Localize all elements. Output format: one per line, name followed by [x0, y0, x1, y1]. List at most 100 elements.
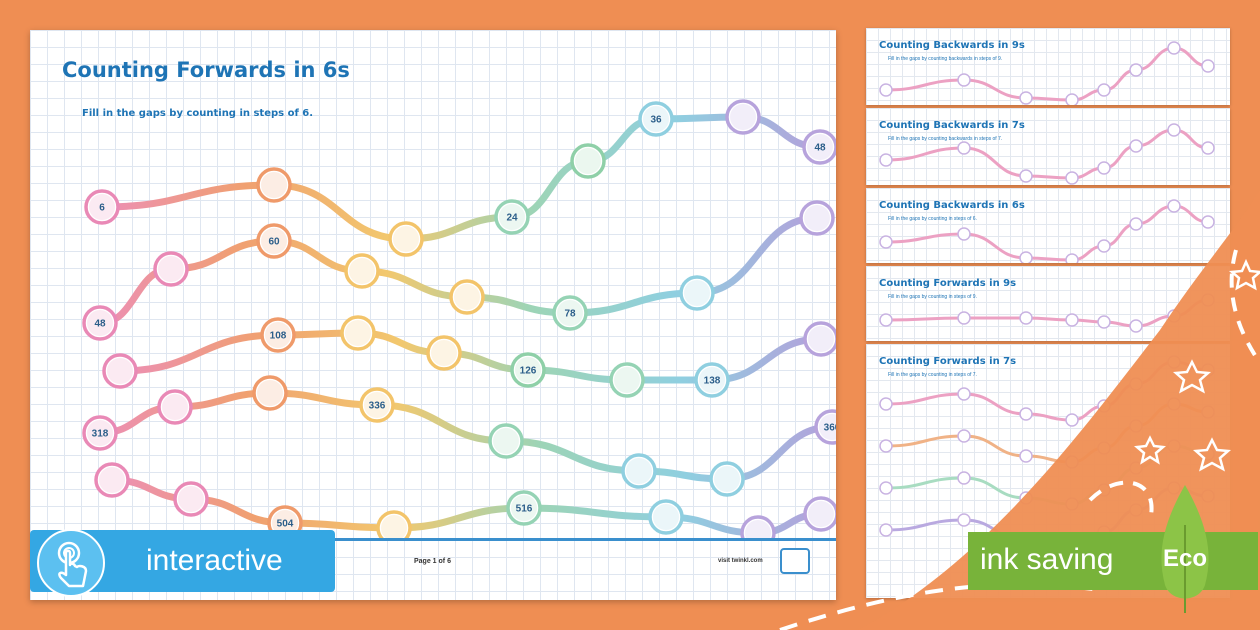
blank-number-node[interactable]	[376, 510, 412, 540]
thumbnail-node	[879, 313, 893, 327]
blank-number-node[interactable]	[426, 335, 462, 371]
thumbnail-node	[1019, 491, 1033, 505]
blank-number-node[interactable]	[803, 321, 836, 357]
number-label: 36	[650, 115, 662, 126]
number-label: 48	[94, 319, 106, 330]
counting-path-line	[108, 476, 825, 537]
thumbnail-node	[1129, 461, 1143, 475]
blank-number-node[interactable]	[725, 99, 761, 135]
number-node: 48	[802, 129, 836, 165]
blank-number-node[interactable]	[153, 251, 189, 287]
worksheet-instruction: Fill in the gaps by counting in steps of…	[82, 108, 314, 119]
number-label: 138	[704, 376, 721, 387]
footer-site-link: visit twinkl.com	[718, 558, 763, 564]
thumbnail-node	[1097, 161, 1111, 175]
number-label: 48	[814, 143, 826, 154]
blank-number-node[interactable]	[256, 167, 292, 203]
footer-divider	[30, 538, 836, 541]
blank-number-node[interactable]	[340, 315, 376, 351]
blank-number-node[interactable]	[102, 353, 138, 389]
blank-number-node[interactable]	[679, 275, 715, 311]
blank-number-node[interactable]	[799, 200, 835, 236]
thumbnail-node	[957, 513, 971, 527]
number-label: 360	[824, 423, 836, 434]
blank-number-node[interactable]	[449, 279, 485, 315]
blank-number-node[interactable]	[570, 143, 606, 179]
blank-number-node[interactable]	[252, 375, 288, 411]
thumbnail-node	[879, 153, 893, 167]
worksheet-title: Counting Forwards in 6s	[62, 58, 350, 82]
star-icon	[1228, 258, 1260, 291]
thumbnail-subtitle: Fill in the gaps by counting backwards i…	[888, 56, 1003, 62]
blank-number-node[interactable]	[94, 462, 130, 498]
number-node: 516	[506, 490, 542, 526]
thumbnail-title: Counting Backwards in 7s	[879, 120, 1025, 131]
number-label: 336	[369, 401, 386, 412]
thumbnail-node	[879, 481, 893, 495]
thumbnail-node	[1201, 141, 1215, 155]
thumbnail-node	[1129, 319, 1143, 333]
thumbnail-node	[1097, 315, 1111, 329]
blank-number-node[interactable]	[173, 481, 209, 517]
blank-number-node[interactable]	[609, 362, 645, 398]
thumbnail-node	[957, 227, 971, 241]
thumbnail-node	[1129, 419, 1143, 433]
worksheet-thumbnail[interactable]: Counting Backwards in 7s Fill in the gaps…	[866, 108, 1230, 185]
thumbnail-node	[1097, 239, 1111, 253]
thumbnail-node	[1019, 407, 1033, 421]
blank-number-node[interactable]	[344, 253, 380, 289]
eco-leaf-icon	[1161, 485, 1209, 613]
thumbnail-node	[1097, 83, 1111, 97]
blank-number-node[interactable]	[709, 461, 745, 497]
thumbnail-paths	[879, 293, 1215, 333]
thumbnail-node	[1201, 215, 1215, 229]
worksheet-thumbnail[interactable]: Counting Backwards in 6s Fill in the gaps…	[866, 188, 1230, 263]
number-node: 36	[638, 101, 674, 137]
thumbnail-node	[1019, 251, 1033, 263]
blank-number-node[interactable]	[488, 423, 524, 459]
blank-number-node[interactable]	[740, 515, 776, 540]
thumbnail-title: Counting Backwards in 9s	[879, 40, 1025, 51]
worksheet-thumbnail[interactable]: Counting Forwards in 9s Fill in the gaps …	[866, 266, 1230, 341]
blank-number-node[interactable]	[388, 221, 424, 257]
thumbnail-node	[1167, 41, 1181, 55]
thumbnail-node	[1129, 503, 1143, 517]
number-label: 24	[506, 213, 518, 224]
twinkl-logo-icon	[780, 548, 810, 574]
blank-number-node[interactable]	[648, 499, 684, 535]
thumbnail-node	[1129, 139, 1143, 153]
thumbnail-node	[1019, 169, 1033, 183]
thumbnail-node	[1129, 63, 1143, 77]
number-label: 516	[516, 504, 533, 515]
thumbnail-node	[1167, 355, 1181, 369]
worksheet-thumbnail[interactable]: Counting Backwards in 9s Fill in the gaps…	[866, 28, 1230, 105]
number-node: 78	[552, 295, 588, 331]
blank-number-node[interactable]	[621, 453, 657, 489]
hand-pointer-icon	[37, 529, 105, 597]
blank-number-node[interactable]	[157, 389, 193, 425]
thumbnail-node	[1019, 449, 1033, 463]
thumbnail-node	[1019, 311, 1033, 325]
blank-number-node[interactable]	[803, 496, 836, 532]
thumbnail-node	[1065, 313, 1079, 327]
number-node: 318	[82, 415, 118, 451]
ink-saving-label: ink saving	[980, 543, 1114, 576]
interactive-label: interactive	[146, 544, 283, 577]
counting-path-line	[98, 113, 824, 243]
thumbnail-node	[1201, 293, 1215, 307]
number-node: 48	[82, 305, 118, 341]
thumbnail-node	[1201, 447, 1215, 461]
number-label: 318	[92, 429, 109, 440]
number-label: 108	[270, 331, 287, 342]
number-label: 126	[520, 366, 537, 377]
thumbnail-node	[1201, 363, 1215, 377]
worksheet-preview[interactable]: Counting Forwards in 6s Fill in the gaps…	[30, 30, 836, 600]
number-node: 108	[260, 317, 296, 353]
thumbnail-node	[957, 387, 971, 401]
interactive-badge: interactive	[30, 529, 335, 597]
thumbnail-node	[1019, 91, 1033, 105]
thumbnail-node	[879, 397, 893, 411]
eco-label: Eco	[1162, 545, 1207, 572]
thumbnail-node	[1167, 199, 1181, 213]
thumbnail-node	[957, 141, 971, 155]
